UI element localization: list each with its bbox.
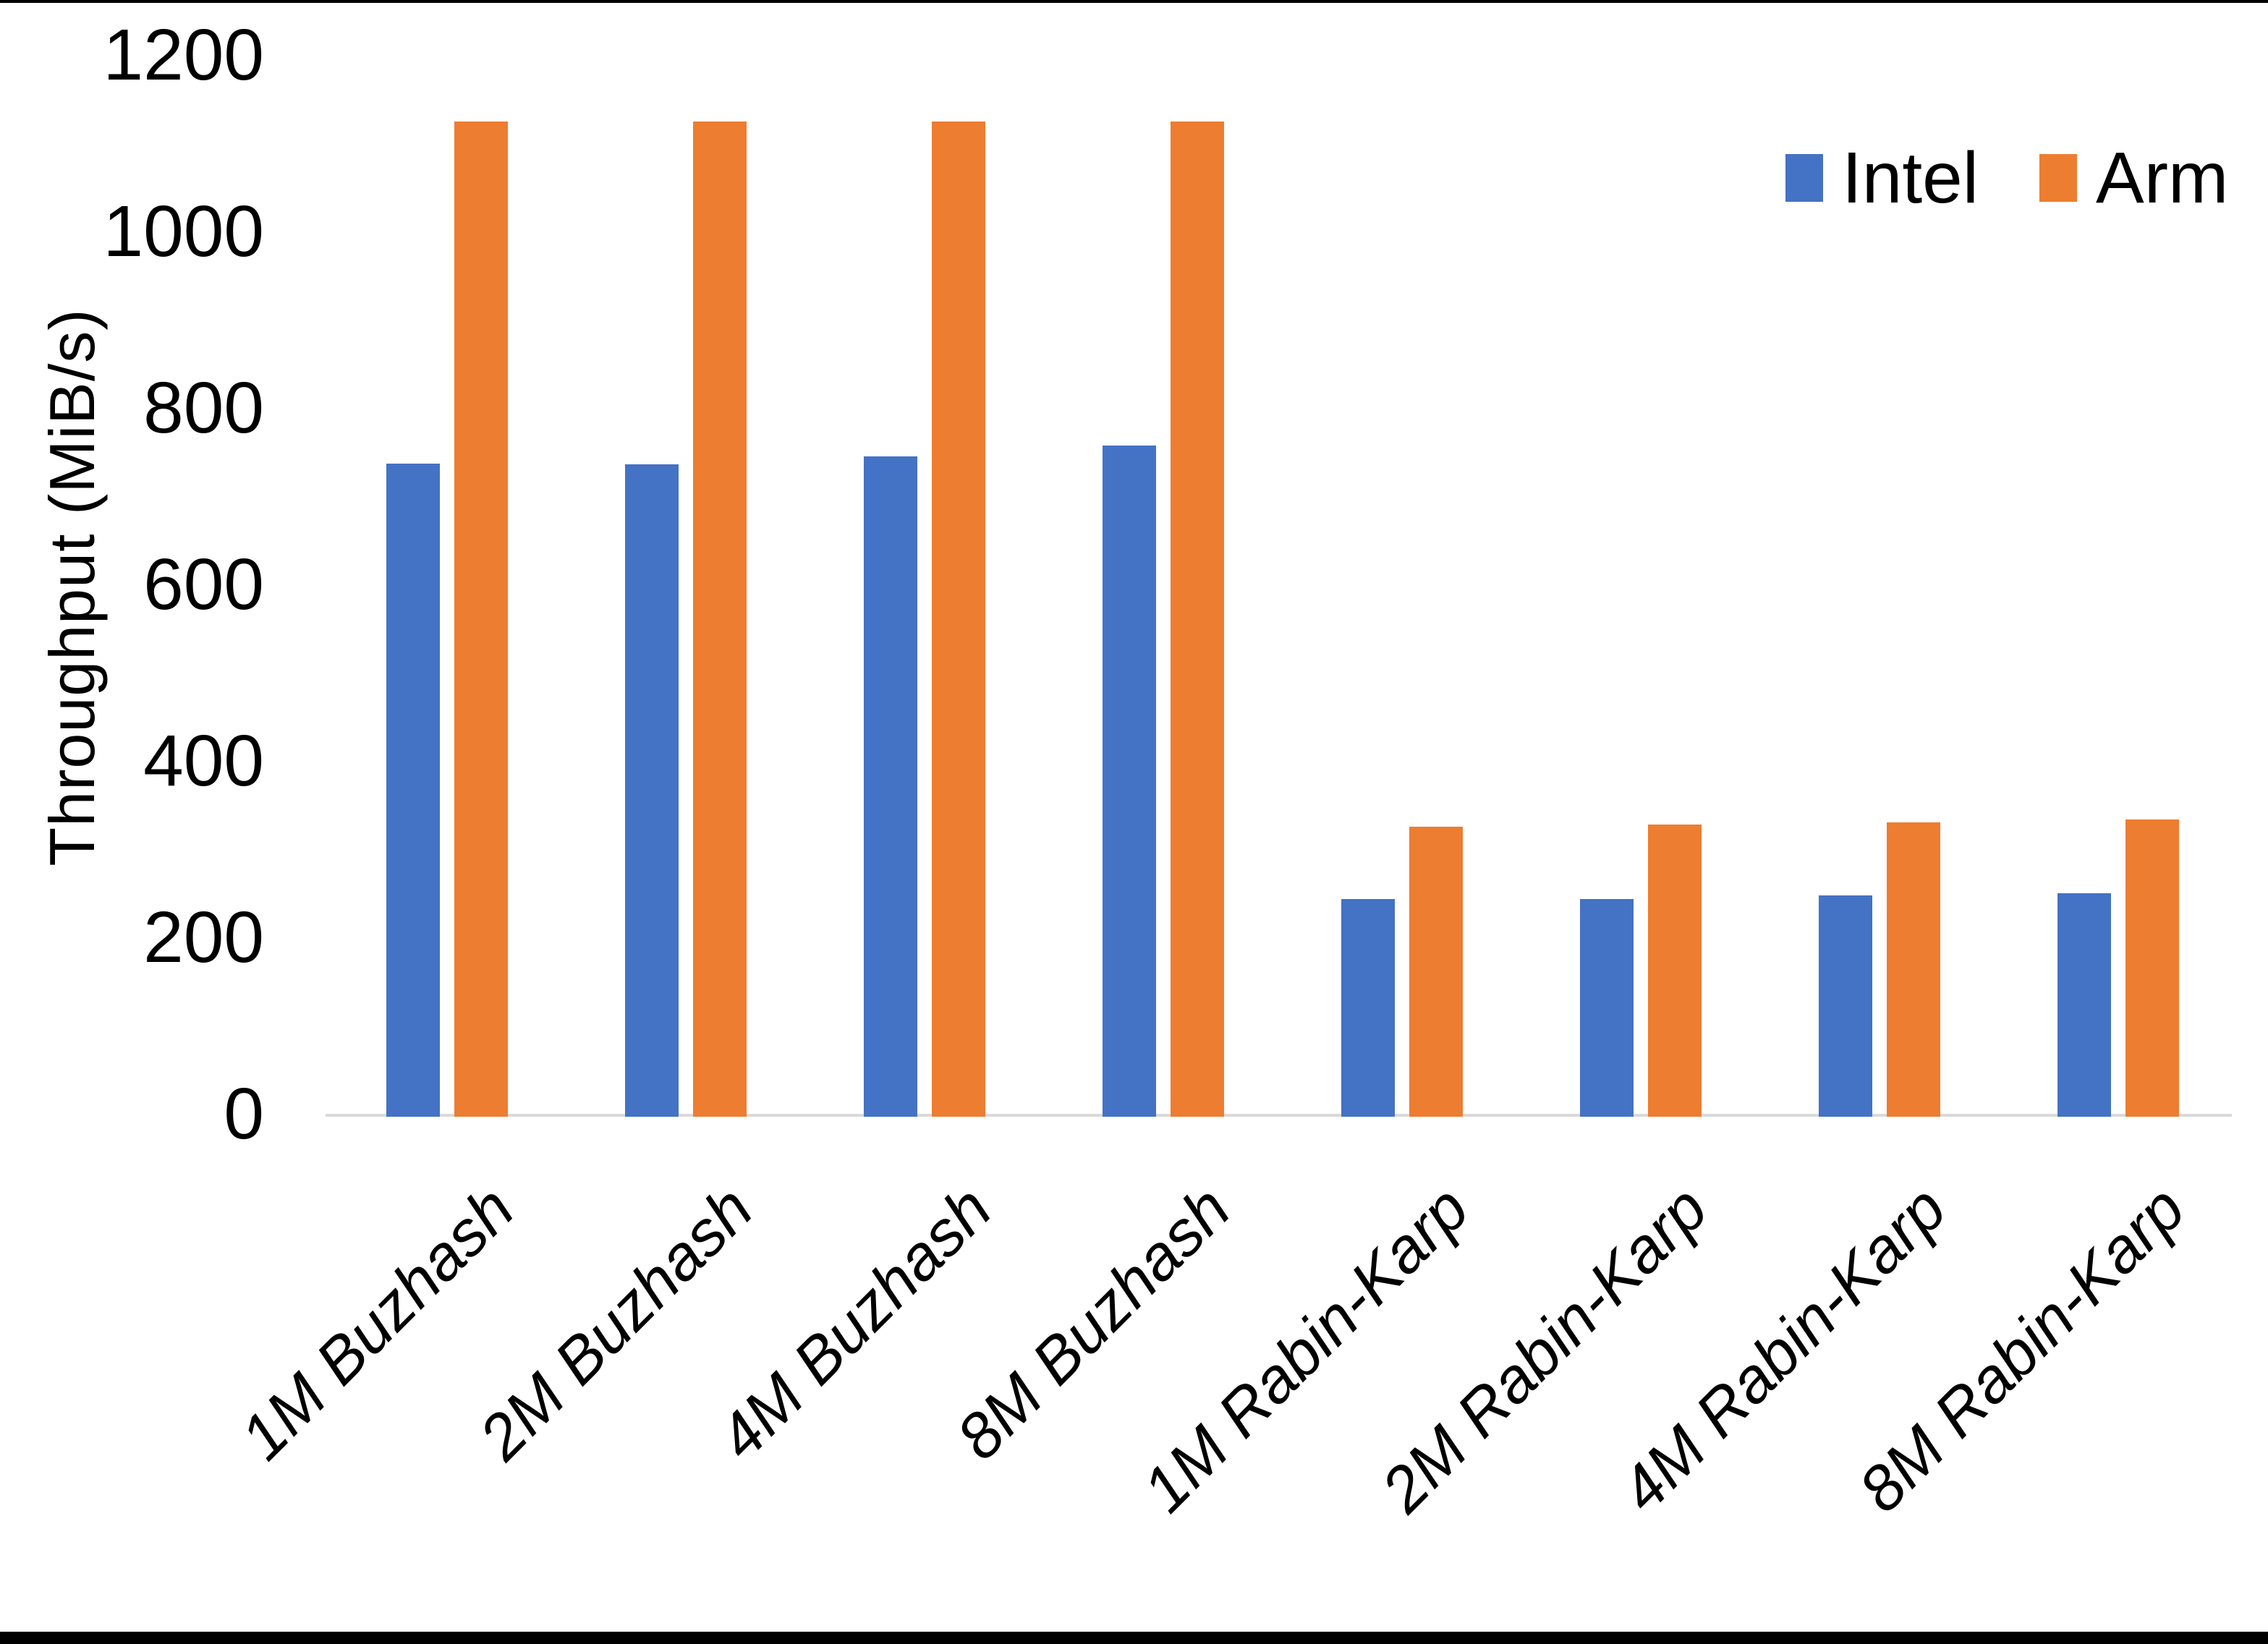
bar-intel-2m-buzhash	[625, 464, 679, 1117]
legend-item-intel: Intel	[1785, 142, 1979, 214]
y-tick-600: 600	[143, 544, 264, 625]
bar-arm-8m-buzhash	[1171, 122, 1224, 1117]
bar-intel-8m-buzhash	[1103, 446, 1156, 1117]
legend: Intel Arm	[1785, 142, 2228, 214]
bar-arm-4m-rabin-karp	[1887, 822, 1940, 1117]
y-tick-1000: 1000	[103, 191, 264, 272]
bottom-border	[0, 1632, 2268, 1644]
bar-intel-1m-rabin-karp	[1341, 899, 1395, 1117]
y-tick-400: 400	[143, 720, 264, 801]
bar-arm-4m-buzhash	[932, 122, 985, 1117]
bar-intel-8m-rabin-karp	[2057, 893, 2111, 1117]
bar-arm-8m-rabin-karp	[2125, 819, 2179, 1117]
bar-arm-2m-rabin-karp	[1648, 825, 1702, 1117]
legend-swatch-arm	[2039, 154, 2078, 202]
bar-arm-2m-buzhash	[693, 122, 747, 1117]
y-tick-200: 200	[143, 897, 264, 978]
bar-arm-1m-buzhash	[454, 122, 508, 1117]
legend-swatch-intel	[1785, 154, 1823, 202]
legend-label-arm: Arm	[2096, 137, 2229, 218]
y-tick-0: 0	[224, 1073, 264, 1154]
bar-intel-1m-buzhash	[386, 464, 440, 1117]
top-border	[0, 0, 2268, 3]
y-tick-1200: 1200	[103, 14, 264, 95]
x-axis-line	[326, 1114, 2232, 1117]
bar-arm-1m-rabin-karp	[1409, 827, 1463, 1117]
bar-intel-4m-rabin-karp	[1819, 895, 1872, 1117]
legend-item-arm: Arm	[2039, 142, 2228, 214]
bar-intel-2m-rabin-karp	[1580, 899, 1634, 1117]
legend-label-intel: Intel	[1842, 137, 1979, 218]
bar-intel-4m-buzhash	[864, 456, 917, 1117]
y-tick-800: 800	[143, 367, 264, 448]
